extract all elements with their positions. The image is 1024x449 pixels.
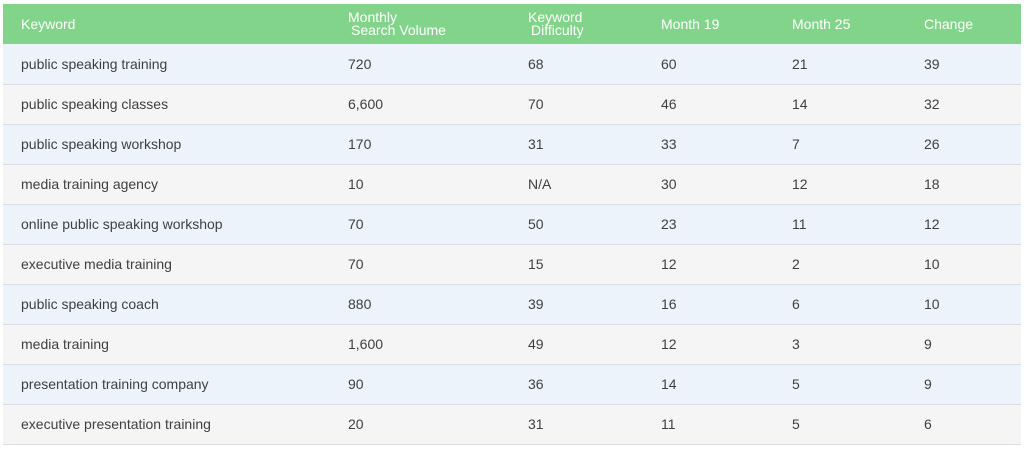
cell-keyword-difficulty: 68 — [528, 55, 544, 72]
cell-month-25: 7 — [792, 136, 800, 152]
table-row: presentation training company 90 36 14 5 9 — [3, 364, 1021, 404]
cell-month-25: 2 — [792, 256, 800, 272]
cell-month-25: 3 — [792, 336, 800, 352]
cell-month-19: 11 — [661, 416, 676, 432]
cell-keyword: executive media training — [21, 256, 172, 272]
cell-change: 39 — [924, 55, 940, 72]
cell-keyword: media training — [21, 336, 109, 352]
cell-month-19: 30 — [661, 176, 677, 192]
cell-keyword: online public speaking workshop — [21, 216, 223, 232]
table-row: public speaking training 720 68 60 21 39 — [3, 44, 1021, 84]
cell-month-19: 23 — [661, 216, 677, 232]
header-search-volume-line2: Search Volume — [351, 22, 446, 38]
cell-keyword: public speaking classes — [21, 96, 169, 112]
table-row: media training 1,600 49 12 3 9 — [3, 324, 1021, 364]
table-row: public speaking classes 6,600 70 46 14 32 — [3, 84, 1021, 124]
cell-search-volume: 170 — [348, 136, 372, 152]
cell-keyword-difficulty: 49 — [528, 336, 544, 352]
cell-change: 9 — [924, 376, 932, 392]
cell-search-volume: 20 — [348, 416, 364, 432]
table-row: online public speaking workshop 70 50 23 11 1… — [3, 204, 1021, 244]
cell-keyword: public speaking coach — [21, 296, 159, 312]
header-keyword: Keyword — [21, 15, 76, 32]
cell-month-19: 12 — [661, 256, 677, 272]
cell-search-volume: 880 — [348, 296, 372, 312]
table-row: media training agency 10 N/A 30 12 18 — [3, 164, 1021, 204]
cell-month-25: 5 — [792, 376, 800, 392]
cell-search-volume: 90 — [348, 376, 364, 392]
table-row: public speaking workshop 170 31 33 7 26 — [3, 124, 1021, 164]
cell-month-19: 60 — [661, 55, 677, 72]
header-row: Keyword Monthly Search Volume Keyword Di… — [3, 4, 1021, 44]
cell-month-19: 14 — [661, 376, 677, 392]
cell-month-25: 6 — [792, 296, 800, 312]
cell-change: 6 — [924, 416, 932, 432]
cell-keyword-difficulty: 39 — [528, 296, 544, 312]
cell-month-25: 14 — [792, 96, 808, 112]
cell-search-volume: 10 — [348, 176, 364, 192]
header-month-25: Month 25 — [792, 15, 851, 32]
keyword-data-table: Keyword Monthly Search Volume Keyword Di… — [3, 4, 1021, 445]
cell-search-volume: 70 — [348, 256, 364, 272]
cell-keyword: public speaking workshop — [21, 136, 182, 152]
cell-month-25: 11 — [792, 216, 807, 232]
cell-month-25: 5 — [792, 416, 800, 432]
cell-change: 12 — [924, 216, 940, 232]
cell-keyword-difficulty: 15 — [528, 256, 544, 272]
table-row: executive media training 70 15 12 2 10 — [3, 244, 1021, 284]
cell-change: 32 — [924, 96, 940, 112]
cell-change: 10 — [924, 296, 940, 312]
table-header: Keyword Monthly Search Volume Keyword Di… — [3, 4, 1021, 44]
cell-month-25: 21 — [792, 55, 808, 72]
cell-month-19: 46 — [661, 96, 677, 112]
cell-keyword-difficulty: 36 — [528, 376, 544, 392]
header-month-19: Month 19 — [661, 15, 720, 32]
cell-month-19: 12 — [661, 336, 677, 352]
cell-change: 18 — [924, 176, 940, 192]
header-search-volume: Monthly Search Volume — [330, 4, 510, 44]
keyword-table: Keyword Monthly Search Volume Keyword Di… — [3, 4, 1021, 445]
table-row: public speaking coach 880 39 16 6 10 — [3, 284, 1021, 324]
table-body: public speaking training 720 68 60 21 39 publi… — [3, 44, 1021, 444]
cell-search-volume: 1,600 — [348, 336, 384, 352]
header-change: Change — [924, 15, 974, 32]
header-keyword-difficulty-line1: Keyword — [528, 9, 583, 25]
cell-keyword: presentation training company — [21, 376, 209, 392]
table-row: executive presentation training 20 31 11 5 6 — [3, 404, 1021, 444]
cell-change: 26 — [924, 136, 940, 152]
header-keyword-difficulty: Keyword Difficulty — [510, 4, 643, 44]
header-search-volume-line1: Monthly — [348, 9, 398, 25]
cell-keyword-difficulty: 70 — [528, 96, 544, 112]
cell-keyword: media training agency — [21, 176, 158, 192]
cell-search-volume: 720 — [348, 55, 372, 72]
cell-keyword-difficulty: 31 — [528, 416, 544, 432]
cell-month-19: 33 — [661, 136, 677, 152]
cell-month-19: 16 — [661, 296, 677, 312]
cell-month-25: 12 — [792, 176, 808, 192]
cell-search-volume: 70 — [348, 216, 364, 232]
cell-change: 10 — [924, 256, 940, 272]
cell-keyword: executive presentation training — [21, 416, 211, 432]
cell-keyword-difficulty: 50 — [528, 216, 544, 232]
cell-keyword: public speaking training — [21, 55, 168, 72]
cell-search-volume: 6,600 — [348, 96, 384, 112]
cell-change: 9 — [924, 336, 932, 352]
header-keyword-difficulty-line2: Difficulty — [531, 22, 584, 38]
cell-keyword-difficulty: N/A — [528, 176, 552, 192]
cell-keyword-difficulty: 31 — [528, 136, 544, 152]
